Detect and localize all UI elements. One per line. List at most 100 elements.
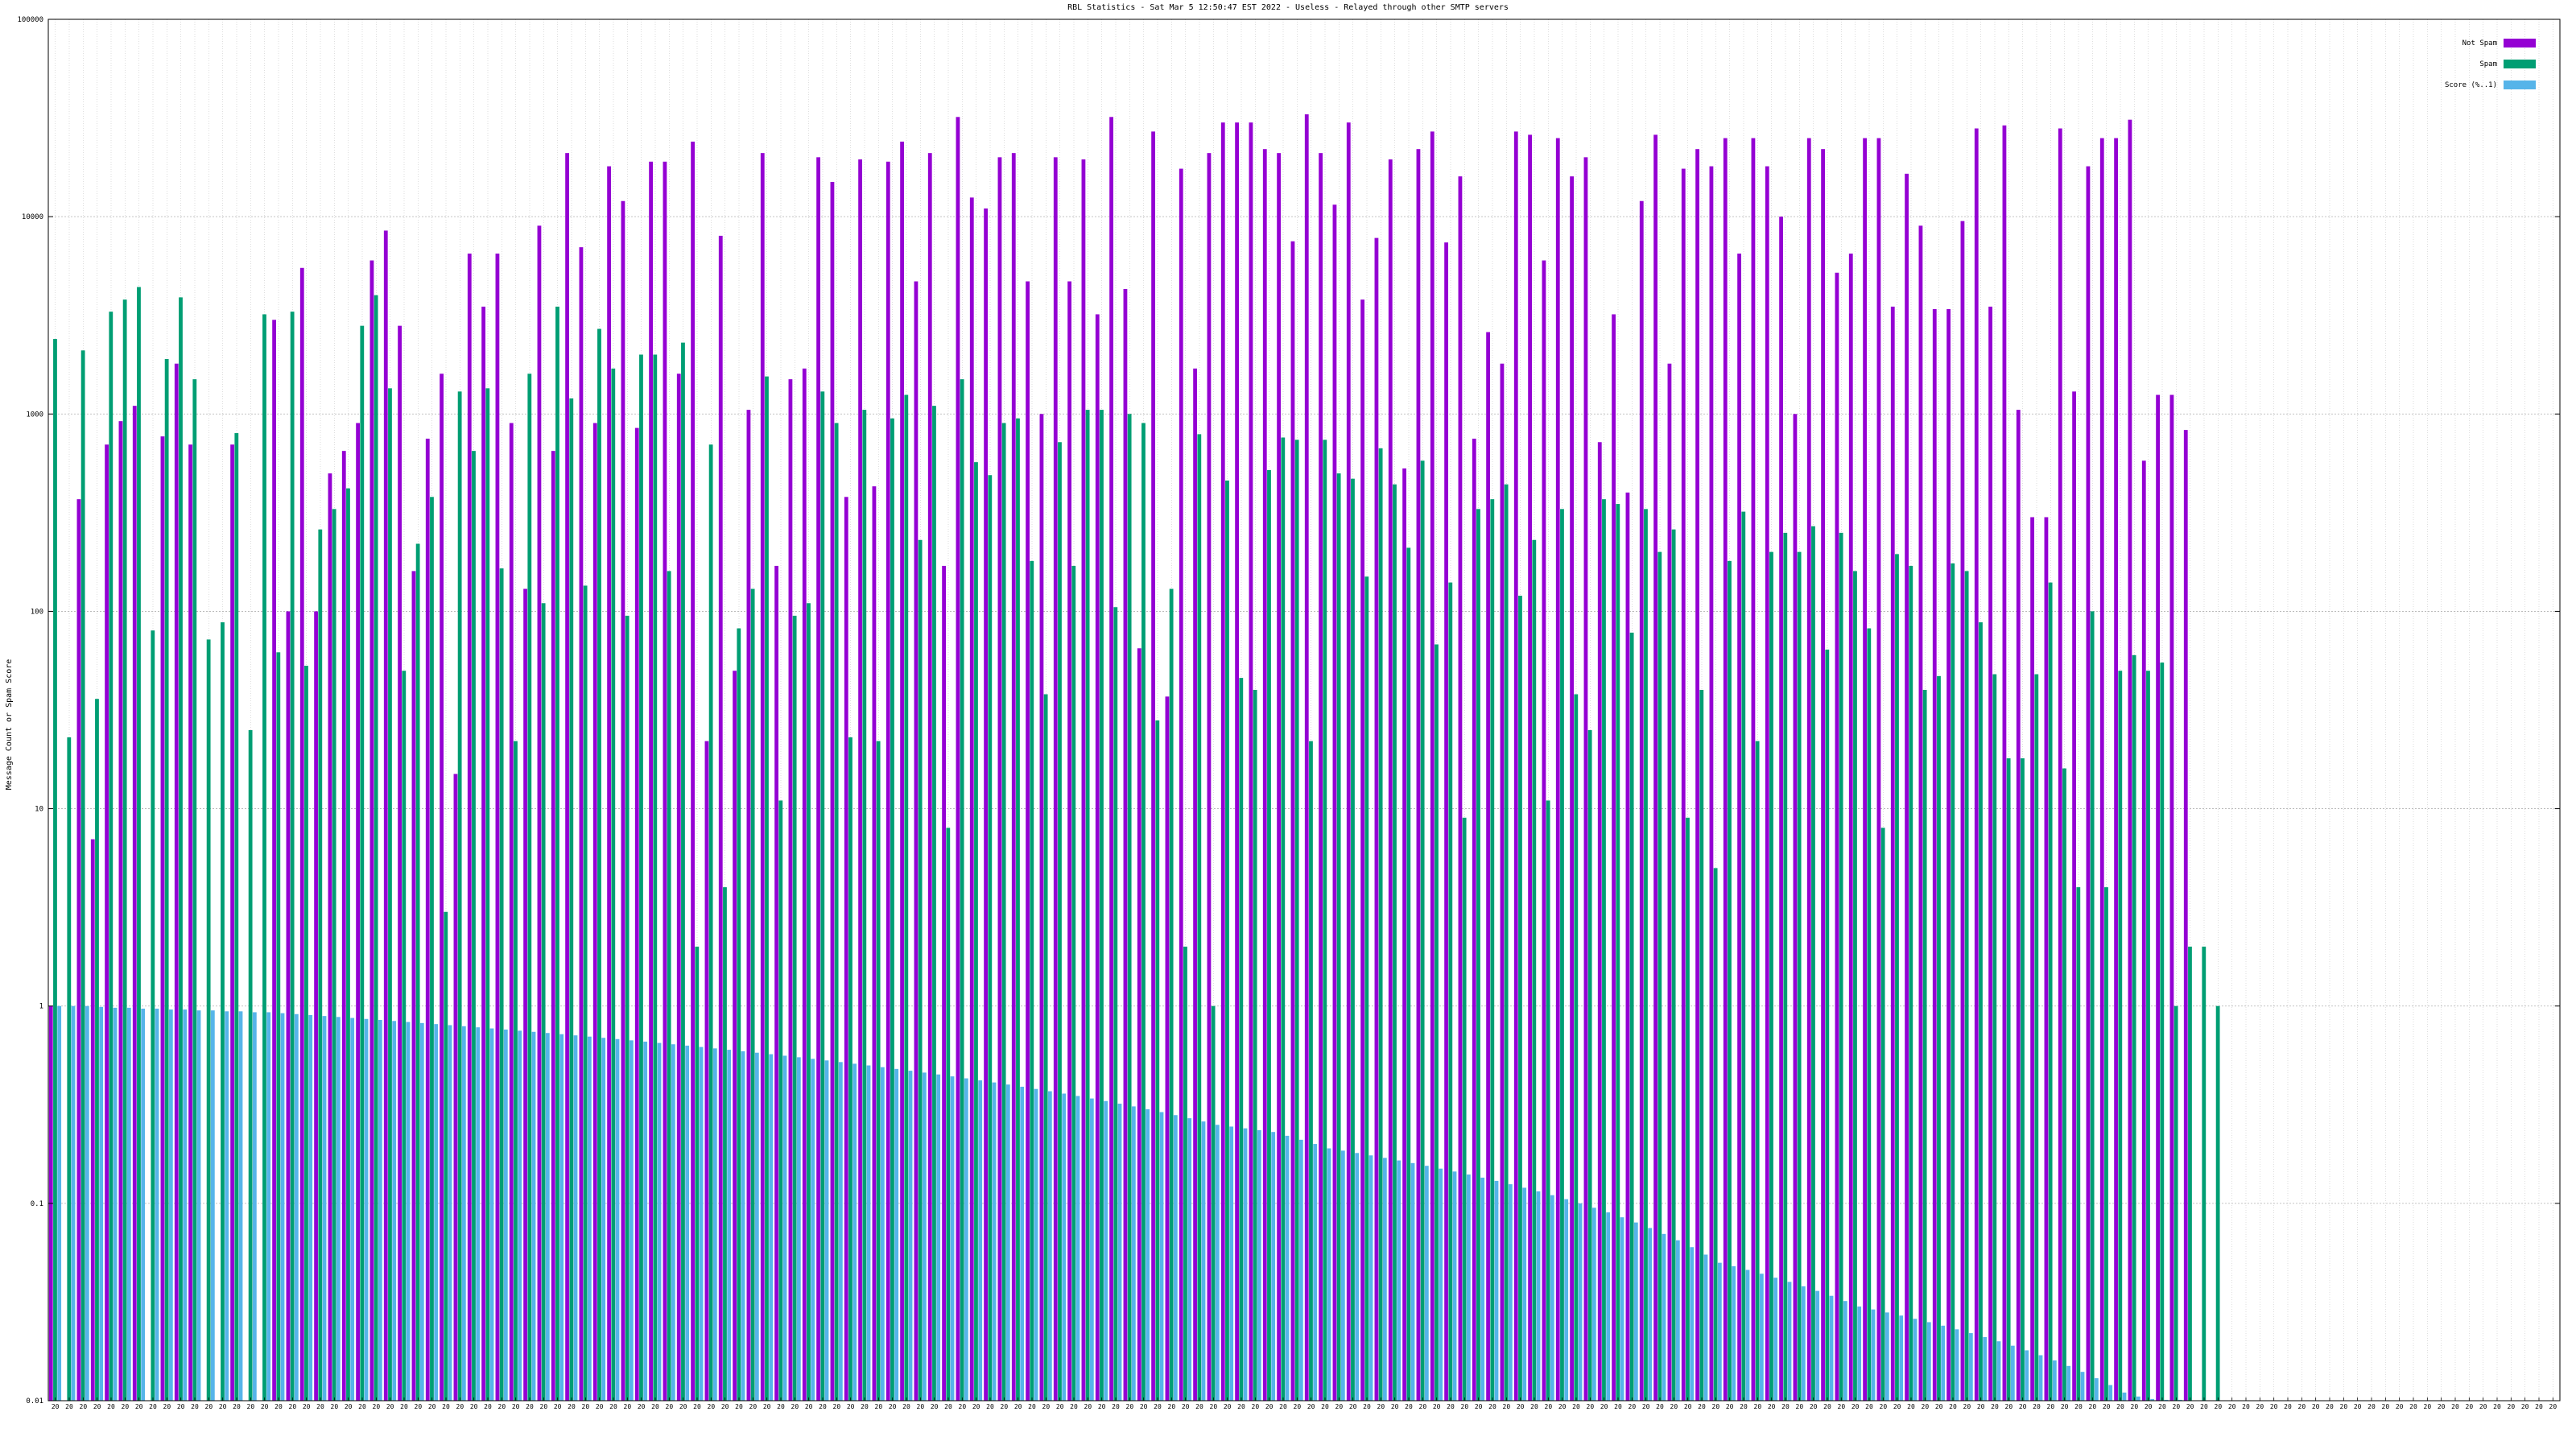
x-tick-label: 20 <box>2284 1403 2292 1410</box>
bar-1-104 <box>1504 484 1509 1402</box>
bar-1-37 <box>569 398 574 1401</box>
bar-2-70 <box>1034 1088 1038 1401</box>
bar-1-123 <box>1769 551 1773 1401</box>
bar-2-126 <box>1815 1290 1820 1401</box>
x-tick-label: 20 <box>1028 1403 1036 1410</box>
x-tick-label: 20 <box>191 1403 199 1410</box>
x-tick-label: 20 <box>2451 1403 2459 1410</box>
y-tick-label: 100000 <box>17 16 43 24</box>
bar-1-70 <box>1030 560 1034 1401</box>
bar-2-31 <box>489 1028 494 1401</box>
bar-2-104 <box>1508 1184 1513 1401</box>
x-tick-label: 20 <box>1991 1403 1999 1410</box>
x-tick-label: 20 <box>2131 1403 2139 1410</box>
bar-0-150 <box>2141 460 2146 1401</box>
x-tick-label: 20 <box>679 1403 687 1410</box>
bar-0-30 <box>467 254 472 1401</box>
x-tick-label: 20 <box>1126 1403 1134 1410</box>
bar-2-69 <box>1020 1086 1025 1401</box>
x-tick-label: 20 <box>735 1403 743 1410</box>
bar-0-19 <box>314 611 318 1401</box>
legend-label-1: Spam <box>2479 60 2497 68</box>
bar-2-125 <box>1801 1286 1806 1401</box>
bar-0-125 <box>1793 414 1798 1402</box>
bar-1-66 <box>974 462 978 1401</box>
bar-2-137 <box>1968 1333 1973 1401</box>
bar-1-43 <box>653 354 658 1401</box>
bar-2-5 <box>126 1007 131 1401</box>
x-tick-label: 20 <box>1781 1403 1790 1410</box>
bar-0-87 <box>1262 149 1267 1401</box>
bar-1-63 <box>932 406 936 1402</box>
bar-1-38 <box>583 585 588 1401</box>
x-tick-label: 20 <box>2089 1403 2097 1410</box>
bar-2-50 <box>754 1052 759 1401</box>
bar-0-88 <box>1277 153 1281 1402</box>
bar-2-124 <box>1787 1282 1792 1401</box>
bar-0-127 <box>1821 149 1825 1401</box>
bar-1-120 <box>1728 560 1732 1401</box>
x-tick-label: 20 <box>484 1403 492 1410</box>
bar-1-56 <box>834 423 839 1401</box>
bar-1-150 <box>2146 671 2150 1401</box>
bar-1-79 <box>1155 720 1160 1401</box>
bar-0-108 <box>1555 138 1560 1402</box>
x-tick-label: 20 <box>1335 1403 1344 1410</box>
x-tick-label: 20 <box>2074 1403 2083 1410</box>
bar-2-122 <box>1759 1274 1764 1401</box>
bar-2-21 <box>350 1018 355 1401</box>
x-tick-label: 20 <box>1001 1403 1009 1410</box>
bar-0-26 <box>411 571 416 1401</box>
x-tick-label: 20 <box>721 1403 729 1410</box>
bar-2-43 <box>657 1042 662 1401</box>
bar-0-111 <box>1597 442 1602 1401</box>
x-tick-label: 20 <box>2340 1403 2348 1410</box>
bar-0-29 <box>453 774 458 1401</box>
bar-0-112 <box>1612 314 1616 1402</box>
bar-0-126 <box>1806 138 1811 1402</box>
bar-0-132 <box>1890 306 1895 1401</box>
bar-1-152 <box>2174 1005 2178 1401</box>
bar-0-54 <box>802 368 807 1401</box>
bar-1-74 <box>1085 410 1090 1401</box>
bar-2-98 <box>1424 1166 1429 1401</box>
bar-2-91 <box>1327 1148 1331 1401</box>
bar-1-94 <box>1364 576 1369 1401</box>
bar-2-19 <box>322 1016 327 1401</box>
bar-0-17 <box>286 611 291 1401</box>
x-tick-label: 20 <box>2298 1403 2306 1410</box>
bar-0-77 <box>1123 288 1128 1401</box>
x-tick-label: 20 <box>1852 1403 1860 1410</box>
bar-1-30 <box>472 451 476 1401</box>
bar-1-9 <box>179 297 183 1402</box>
bar-2-80 <box>1173 1115 1178 1401</box>
bar-1-53 <box>792 615 797 1401</box>
bar-0-94 <box>1360 299 1364 1402</box>
bar-0-151 <box>2156 394 2160 1401</box>
bar-1-93 <box>1351 478 1355 1401</box>
bars-group <box>48 114 2220 1402</box>
bar-2-75 <box>1104 1100 1108 1401</box>
bar-0-145 <box>2072 391 2076 1402</box>
bar-1-121 <box>1741 511 1746 1401</box>
x-tick-label: 20 <box>122 1403 130 1410</box>
x-tick-label: 20 <box>847 1403 855 1410</box>
bar-1-18 <box>304 666 308 1401</box>
plot-frame <box>47 19 2561 1402</box>
bar-0-20 <box>328 473 332 1401</box>
bar-0-51 <box>760 153 765 1402</box>
bar-1-44 <box>667 571 671 1401</box>
bar-1-109 <box>1574 694 1579 1401</box>
bar-2-121 <box>1745 1269 1750 1401</box>
x-tick-label: 20 <box>415 1403 423 1410</box>
bar-1-83 <box>1211 1005 1216 1401</box>
bar-1-140 <box>2006 758 2011 1401</box>
bar-0-55 <box>816 157 820 1401</box>
bar-1-69 <box>1016 418 1020 1402</box>
bar-2-74 <box>1089 1098 1094 1401</box>
bar-0-60 <box>886 161 890 1402</box>
x-tick-label: 20 <box>1391 1403 1399 1410</box>
bar-1-119 <box>1713 868 1718 1401</box>
bar-1-42 <box>639 354 643 1401</box>
bar-1-5 <box>122 299 127 1402</box>
